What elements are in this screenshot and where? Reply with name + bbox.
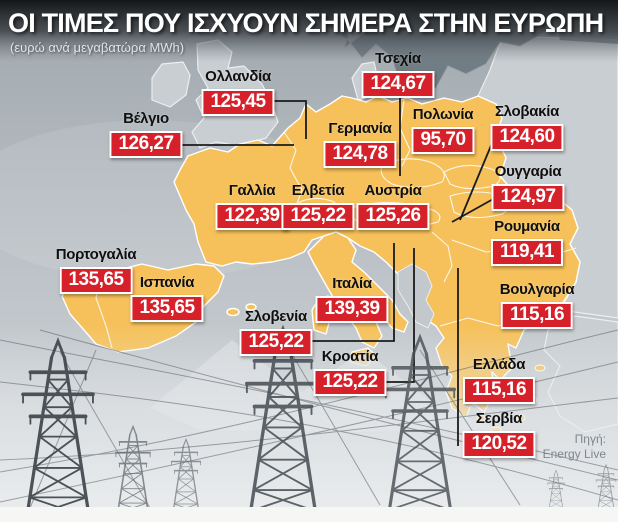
bottom-strip (0, 507, 618, 522)
country-name: Πορτογαλία (55, 246, 137, 263)
country-slovakia: Σλοβακία 124,60 (490, 103, 564, 151)
leader-lines (178, 95, 496, 446)
country-poland: Πολωνία 95,70 (411, 106, 475, 154)
price-badge: 122,39 (215, 203, 289, 230)
country-netherlands: Ολλανδία 125,45 (201, 68, 275, 116)
country-name: Σερβία (475, 410, 523, 427)
page-subtitle: (ευρώ ανά μεγαβατώρα MWh) (10, 40, 185, 55)
country-name: Βέλγιο (123, 110, 169, 127)
leader-slovakia (459, 135, 496, 221)
country-name: Βουλγαρία (499, 281, 575, 298)
price-badge: 125,22 (239, 329, 313, 356)
country-name: Ελβετία (291, 182, 345, 199)
leader-slovenia (307, 243, 395, 342)
country-name: Ιταλία (332, 275, 372, 292)
country-austria: Αυστρία 125,26 (356, 182, 430, 230)
country-name: Ουγγαρία (494, 163, 562, 180)
leader-hungary (451, 197, 496, 223)
ireland-landmass (151, 61, 191, 108)
header-band (0, 0, 618, 62)
country-name: Ισπανία (139, 274, 195, 291)
price-badge: 139,39 (315, 296, 389, 323)
source-name: Energy Live (542, 447, 606, 461)
west-balkans-landmass (397, 263, 435, 329)
price-badge: 135,65 (59, 267, 133, 294)
country-name: Σλοβενία (245, 308, 307, 325)
country-hungary: Ουγγαρία 124,97 (491, 163, 565, 211)
price-badge: 120,52 (462, 431, 536, 458)
price-badge: 124,60 (490, 124, 564, 151)
country-bulgaria: Βουλγαρία 115,16 (500, 281, 575, 329)
country-name: Ολλανδία (205, 68, 271, 85)
price-badge: 119,41 (490, 239, 564, 266)
country-slovenia: Σλοβενία 125,22 (239, 308, 313, 356)
country-france: Γαλλία 122,39 (215, 182, 289, 230)
country-belgium: Βέλγιο 126,27 (109, 110, 183, 158)
page-title: ΟΙ ΤΙΜΕΣ ΠΟΥ ΙΣΧΥΟΥΝ ΣΗΜΕΡΑ ΣΤΗΝ ΕΥΡΩΠΗ (8, 8, 604, 38)
country-czechia: Τσεχία 124,67 (361, 50, 435, 98)
country-croatia: Κροατία 125,22 (313, 348, 387, 396)
country-germany: Γερμανία 124,78 (323, 120, 397, 168)
country-name: Γαλλία (228, 182, 276, 199)
country-portugal: Πορτογαλία 135,65 (56, 246, 137, 294)
source-credit: Πηγή: Energy Live (543, 432, 606, 462)
country-name: Σλοβακία (494, 103, 560, 120)
price-badge: 135,65 (130, 295, 204, 322)
country-serbia: Σερβία 120,52 (462, 410, 536, 458)
source-label: Πηγή: (574, 432, 606, 446)
price-badge: 124,97 (491, 184, 565, 211)
leader-croatia (381, 248, 415, 383)
price-badge: 115,16 (462, 377, 536, 404)
country-name: Ρουμανία (494, 218, 560, 235)
price-badge: 124,67 (361, 71, 435, 98)
country-name: Ελλάδα (472, 356, 526, 373)
country-name: Γερμανία (328, 120, 392, 137)
price-badge: 125,22 (313, 369, 387, 396)
leader-netherlands (266, 100, 307, 139)
country-name: Τσεχία (375, 50, 421, 67)
country-greece: Ελλάδα 115,16 (462, 356, 536, 404)
price-badge: 125,45 (201, 89, 275, 116)
country-switzerland: Ελβετία 125,22 (281, 182, 355, 230)
price-badge: 125,22 (281, 203, 355, 230)
country-italy: Ιταλία 139,39 (315, 275, 389, 323)
price-badge: 126,27 (109, 131, 183, 158)
country-romania: Ρουμανία 119,41 (490, 218, 564, 266)
country-spain: Ισπανία 135,65 (130, 274, 204, 322)
country-name: Κροατία (321, 348, 379, 365)
price-badge: 124,78 (323, 141, 397, 168)
country-name: Πολωνία (412, 106, 474, 123)
country-name: Αυστρία (364, 182, 422, 199)
price-badge: 95,70 (411, 127, 475, 154)
price-badge: 125,26 (356, 203, 430, 230)
price-badge: 115,16 (500, 302, 574, 329)
